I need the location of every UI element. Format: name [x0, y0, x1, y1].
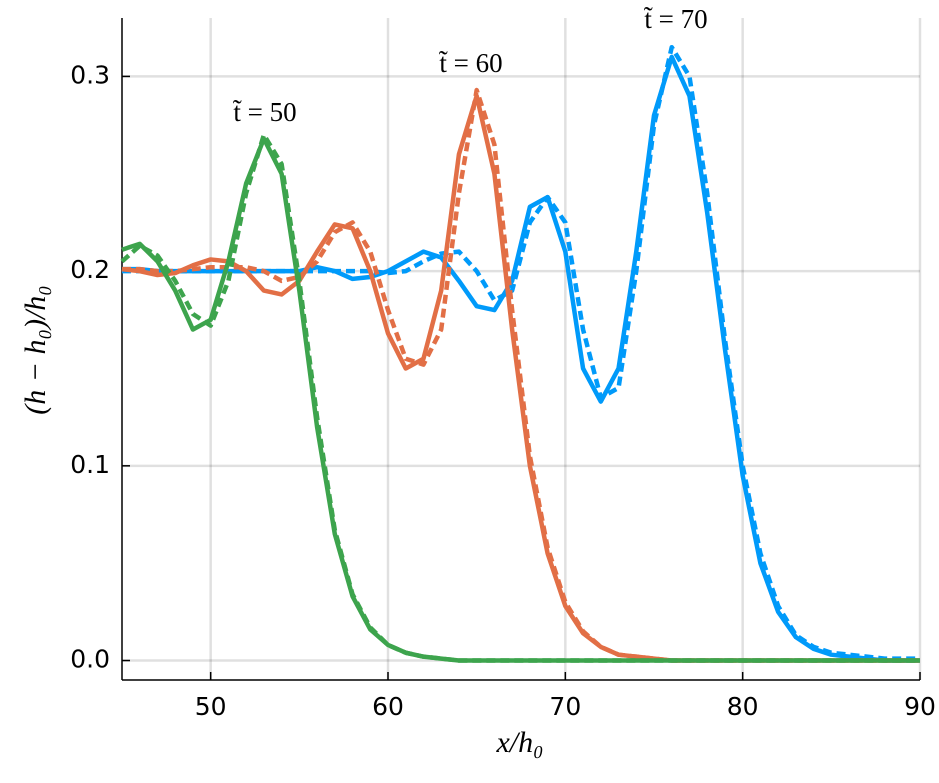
y-tick-label: 0.2 — [70, 255, 110, 284]
y-tick-label: 0.3 — [70, 60, 110, 89]
y-axis-label: (h − h₀)/h₀ — [19, 285, 52, 414]
x-tick-label: 60 — [372, 692, 404, 721]
y-tick-label: 0.0 — [70, 645, 110, 674]
annotation: t̃ = 50 — [233, 97, 297, 127]
x-tick-label: 90 — [904, 692, 936, 721]
x-axis-label: x/h₀ — [495, 726, 543, 759]
line-series — [122, 44, 920, 661]
x-tick-label: 70 — [549, 692, 581, 721]
line-series — [122, 54, 920, 663]
annotation: t̃ = 70 — [644, 4, 708, 34]
x-tick-label: 80 — [727, 692, 759, 721]
y-tick-label: 0.1 — [70, 450, 110, 479]
x-tick-label: 50 — [195, 692, 227, 721]
annotation: t̃ = 60 — [439, 48, 503, 78]
line-series — [120, 132, 920, 663]
line-series — [122, 87, 920, 663]
